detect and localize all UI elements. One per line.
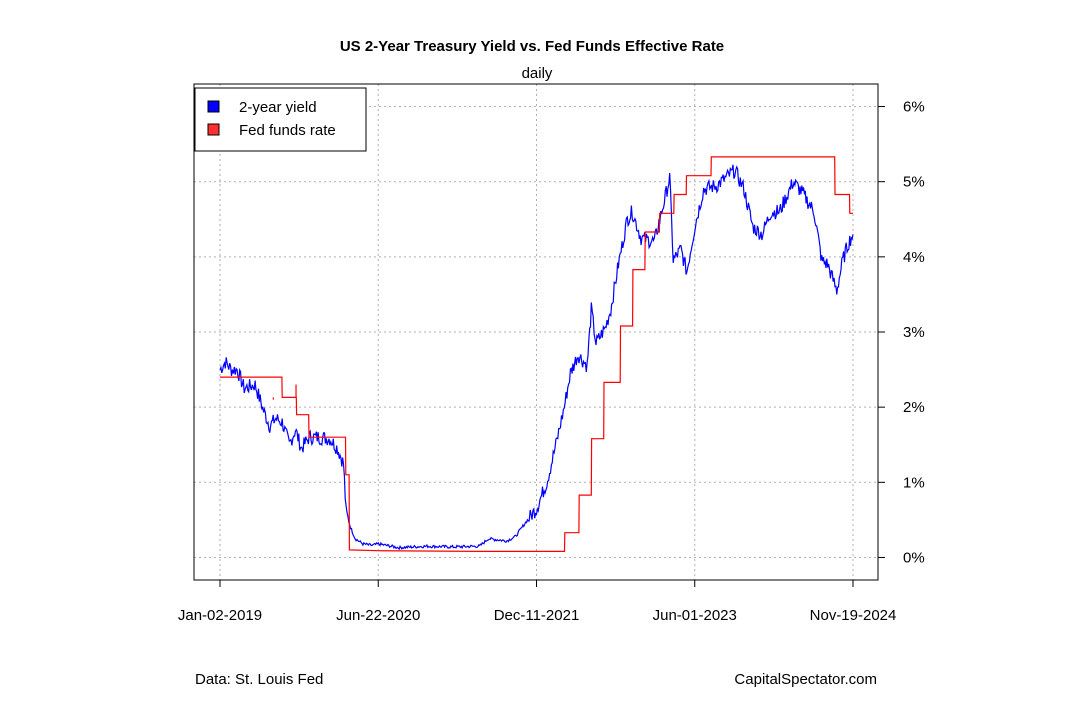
y-tick-label: 5% xyxy=(903,174,925,191)
legend-label-2-year-yield: 2-year yield xyxy=(239,99,317,116)
legend: 2-year yield Fed funds rate xyxy=(194,87,367,152)
y-axis: 0% 1% 2% 3% 4% 5% 6% xyxy=(878,99,925,566)
x-tick-label: Jun-22-2020 xyxy=(336,607,420,624)
x-tick-label: Jun-01-2023 xyxy=(653,607,737,624)
series-line-2-year-yield xyxy=(219,164,854,551)
y-tick-label: 2% xyxy=(903,399,925,416)
grid-lines xyxy=(194,84,878,580)
legend-box xyxy=(194,87,367,152)
y-tick-label: 3% xyxy=(903,324,925,341)
legend-swatch-fed-funds-rate xyxy=(207,123,220,136)
legend-label-fed-funds-rate: Fed funds rate xyxy=(239,122,336,139)
x-tick-label: Nov-19-2024 xyxy=(810,607,897,624)
chart-title: US 2-Year Treasury Yield vs. Fed Funds E… xyxy=(340,38,724,55)
series-line-fed-funds-rate xyxy=(220,156,853,552)
legend-swatch-2-year-yield xyxy=(207,100,220,113)
footer-source: Data: St. Louis Fed xyxy=(195,671,323,688)
y-tick-label: 0% xyxy=(903,549,925,566)
chart-subtitle: daily xyxy=(522,65,553,82)
x-tick-label: Jan-02-2019 xyxy=(178,607,262,624)
y-tick-label: 6% xyxy=(903,99,925,116)
x-tick-label: Dec-11-2021 xyxy=(494,607,580,624)
x-axis: Jan-02-2019 Jun-22-2020 Dec-11-2021 Jun-01-… xyxy=(178,580,896,624)
footer-credit: CapitalSpectator.com xyxy=(734,671,877,688)
y-tick-label: 1% xyxy=(903,474,925,491)
y-tick-label: 4% xyxy=(903,249,925,266)
series-layer xyxy=(219,156,854,552)
